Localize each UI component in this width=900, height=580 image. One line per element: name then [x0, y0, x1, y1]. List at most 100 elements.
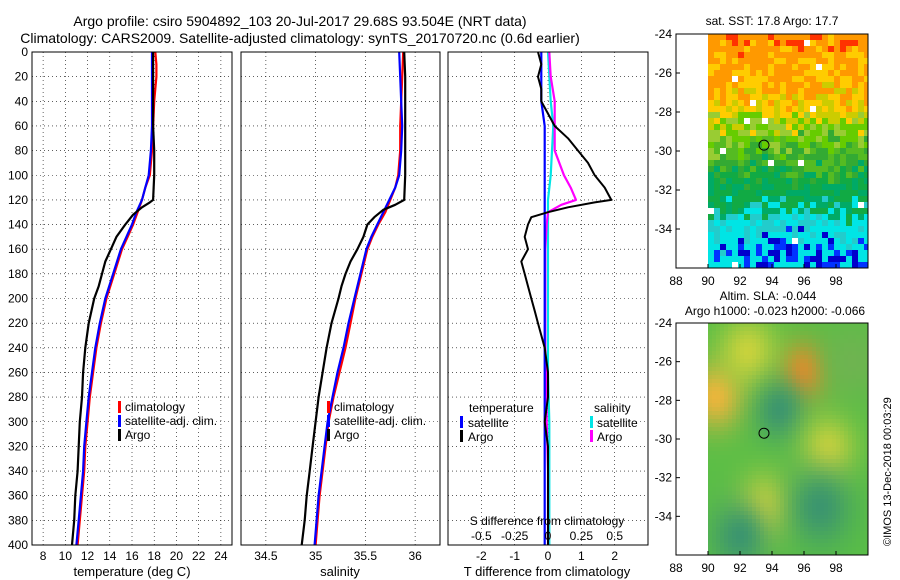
sla-map-cell — [852, 455, 856, 459]
sla-map-cell — [812, 463, 816, 467]
sla-map-cell — [772, 455, 776, 459]
sla-map-cell — [784, 327, 788, 331]
sla-map-cell — [752, 499, 756, 503]
sst-map-cell — [780, 88, 786, 94]
sla-map-cell — [856, 331, 860, 335]
sst-map-cell — [786, 214, 792, 220]
sla-map-cell — [812, 403, 816, 407]
depth-tick-label: 40 — [15, 94, 29, 108]
sst-map-cell — [726, 184, 732, 190]
sla-map-cell — [840, 383, 844, 387]
sst-map-cell — [816, 148, 822, 154]
sla-map-cell — [792, 519, 796, 523]
sst-map-cell — [834, 172, 840, 178]
sst-map-cell — [828, 148, 834, 154]
sla-map-cell — [784, 535, 788, 539]
sla-map-cell — [720, 383, 724, 387]
sla-map-cell — [708, 451, 712, 455]
sla-map-cell — [768, 471, 772, 475]
sla-map-cell — [812, 347, 816, 351]
sla-map-cell — [716, 323, 720, 327]
sst-map-cell — [762, 94, 768, 100]
sst-map-cell — [792, 178, 798, 184]
sst-map-cell — [840, 178, 846, 184]
sst-map-cell — [792, 190, 798, 196]
sla-map-cell — [860, 355, 864, 359]
sla-map-cell — [756, 375, 760, 379]
sla-map-cell — [772, 547, 776, 551]
sst-map-cell — [744, 106, 750, 112]
sla-map-cell — [836, 331, 840, 335]
sla-map-cell — [748, 483, 752, 487]
sla-map-cell — [800, 535, 804, 539]
sst-map-cell — [750, 226, 756, 232]
sla-map-cell — [776, 483, 780, 487]
sla-map-cell — [820, 323, 824, 327]
sla-map-cell — [804, 479, 808, 483]
sla-map-cell — [840, 343, 844, 347]
sla-map-cell — [724, 371, 728, 375]
sla-map-cell — [848, 451, 852, 455]
salinity-xtick-label: 35.5 — [354, 549, 378, 563]
sla-map-cell — [820, 339, 824, 343]
sst-map-cell — [804, 244, 810, 250]
sla-map-cell — [852, 459, 856, 463]
sla-map-cell — [716, 387, 720, 391]
sst-map-cell — [768, 178, 774, 184]
sla-map-cell — [736, 447, 740, 451]
sst-map-cell — [834, 202, 840, 208]
sst-map-cell — [780, 220, 786, 226]
sla-map-cell — [840, 523, 844, 527]
sst-map-cell — [738, 160, 744, 166]
sla-map-cell — [864, 451, 868, 455]
sst-map-cell — [810, 250, 816, 256]
sla-map-cell — [808, 547, 812, 551]
sla-map-cell — [840, 463, 844, 467]
sla-map-cell — [716, 491, 720, 495]
sla-map-cell — [764, 403, 768, 407]
sla-map-cell — [780, 335, 784, 339]
sla-map-cell — [800, 487, 804, 491]
sst-map-cell — [750, 244, 756, 250]
sst-map-cell — [792, 196, 798, 202]
sst-map-cell — [744, 262, 750, 268]
sla-map-cell — [844, 331, 848, 335]
sla-map-cell — [772, 331, 776, 335]
sla-map-cell — [784, 387, 788, 391]
sst-map-cell — [822, 118, 828, 124]
sla-map-cell — [844, 327, 848, 331]
sla-map-cell — [744, 463, 748, 467]
sla-map-cell — [724, 511, 728, 515]
sla-map-cell — [768, 375, 772, 379]
sla-map-cell — [732, 535, 736, 539]
sla-map-cell — [832, 411, 836, 415]
sst-map-cell — [708, 58, 714, 64]
sla-map-cell — [724, 395, 728, 399]
sst-map-cell — [798, 214, 804, 220]
sla-map-cell — [844, 543, 848, 547]
sla-map-cell — [792, 407, 796, 411]
sla-map-cell — [720, 363, 724, 367]
sla-map-cell — [760, 331, 764, 335]
sst-map-cell — [858, 46, 864, 52]
sst-map-cell — [840, 244, 846, 250]
sla-map-cell — [768, 547, 772, 551]
sla-map-cell — [748, 371, 752, 375]
sla-map-cell — [728, 523, 732, 527]
sla-map-cell — [740, 511, 744, 515]
sla-map-cell — [708, 367, 712, 371]
sla-map-cell — [812, 499, 816, 503]
sla-map-cell — [820, 455, 824, 459]
sla-map-cell — [720, 431, 724, 435]
sst-map-cell — [858, 100, 864, 106]
sst-map-cell — [714, 172, 720, 178]
sst-map-cell — [774, 130, 780, 136]
sla-map-cell — [832, 379, 836, 383]
sst-map-cell — [750, 232, 756, 238]
sla-map-cell — [776, 511, 780, 515]
sla-map-cell — [788, 407, 792, 411]
sla-map-cell — [840, 359, 844, 363]
difference-legend-label: satellite — [468, 416, 509, 430]
sla-map-cell — [772, 327, 776, 331]
sla-map-cell — [808, 403, 812, 407]
